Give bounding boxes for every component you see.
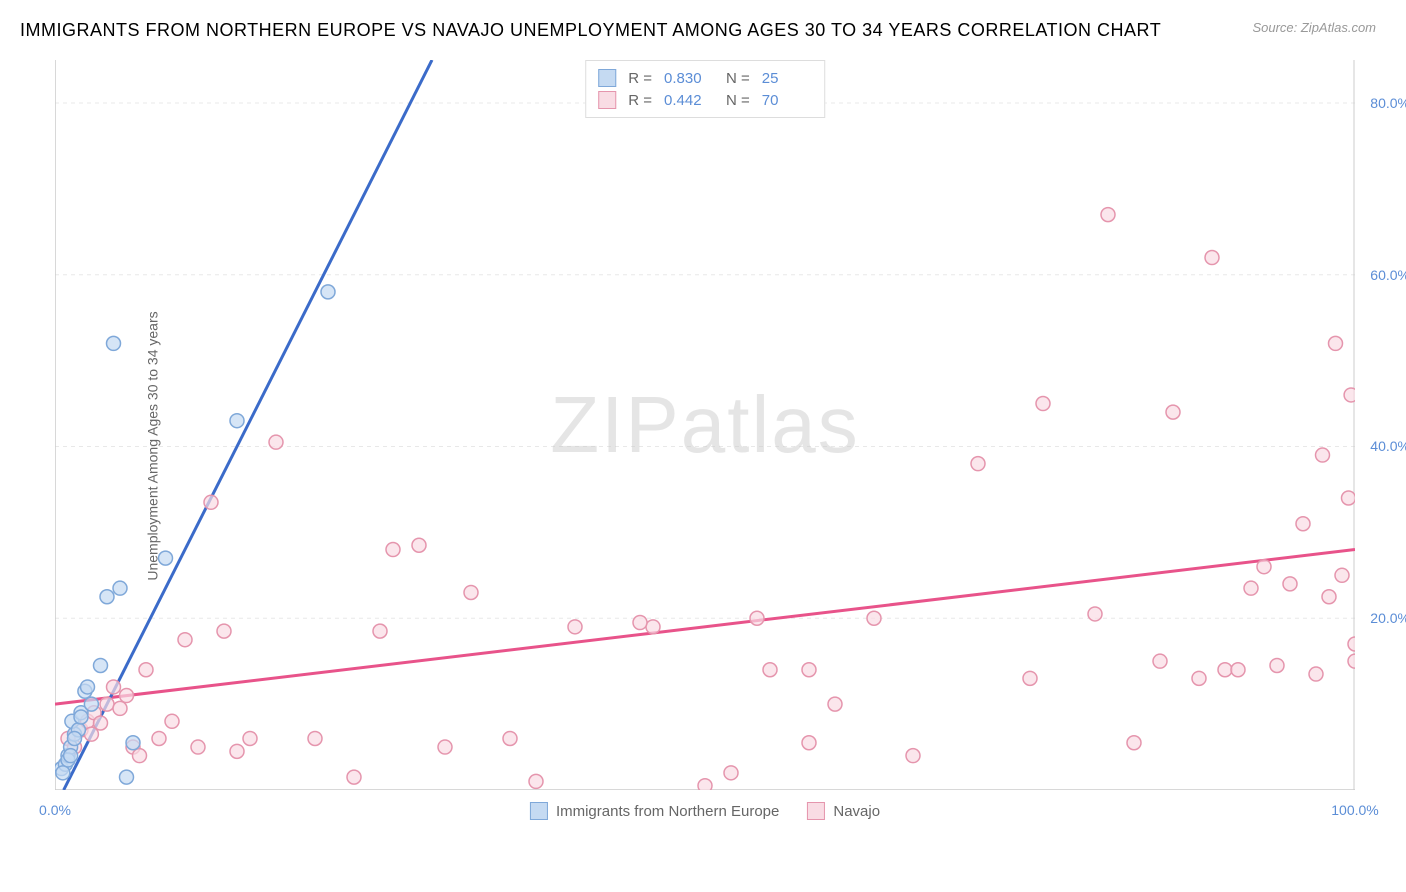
chart-title: IMMIGRANTS FROM NORTHERN EUROPE VS NAVAJ… <box>20 20 1161 41</box>
swatch-pink <box>807 802 825 820</box>
x-tick-label: 0.0% <box>39 802 71 818</box>
swatch-blue <box>530 802 548 820</box>
series-label-blue: Immigrants from Northern Europe <box>556 803 779 820</box>
r-label: R = <box>628 92 652 109</box>
series-legend: Immigrants from Northern Europe Navajo <box>530 802 880 820</box>
legend-row-blue: R = 0.830 N = 25 <box>598 67 812 89</box>
y-tick-label: 20.0% <box>1370 610 1406 626</box>
series-label-pink: Navajo <box>833 803 880 820</box>
swatch-pink <box>598 91 616 109</box>
correlation-legend: R = 0.830 N = 25 R = 0.442 N = 70 <box>585 60 825 118</box>
r-value-pink: 0.442 <box>664 92 714 109</box>
source-attribution: Source: ZipAtlas.com <box>1252 20 1376 35</box>
scatter-plot <box>55 60 1355 790</box>
n-label: N = <box>726 92 750 109</box>
legend-row-pink: R = 0.442 N = 70 <box>598 89 812 111</box>
y-tick-label: 80.0% <box>1370 95 1406 111</box>
n-value-blue: 25 <box>762 70 812 87</box>
x-tick-label: 100.0% <box>1331 802 1378 818</box>
y-tick-label: 60.0% <box>1370 267 1406 283</box>
r-value-blue: 0.830 <box>664 70 714 87</box>
y-tick-label: 40.0% <box>1370 438 1406 454</box>
legend-item-pink: Navajo <box>807 802 880 820</box>
legend-item-blue: Immigrants from Northern Europe <box>530 802 779 820</box>
n-label: N = <box>726 70 750 87</box>
swatch-blue <box>598 69 616 87</box>
chart-area: ZIPatlas R = 0.830 N = 25 R = 0.442 N = … <box>55 60 1355 790</box>
n-value-pink: 70 <box>762 92 812 109</box>
r-label: R = <box>628 70 652 87</box>
